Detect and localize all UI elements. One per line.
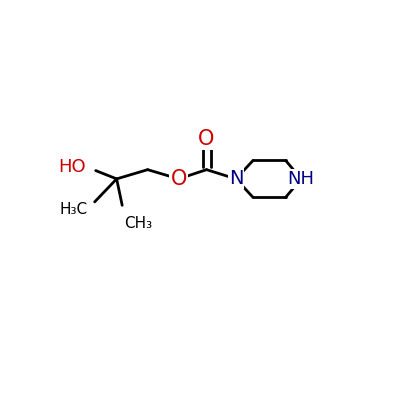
Text: NH: NH: [288, 170, 315, 188]
Text: CH₃: CH₃: [124, 216, 152, 231]
Text: H₃C: H₃C: [59, 202, 87, 217]
Text: HO: HO: [58, 158, 86, 176]
Text: O: O: [170, 169, 187, 189]
Text: O: O: [198, 129, 215, 149]
Text: N: N: [229, 170, 243, 188]
